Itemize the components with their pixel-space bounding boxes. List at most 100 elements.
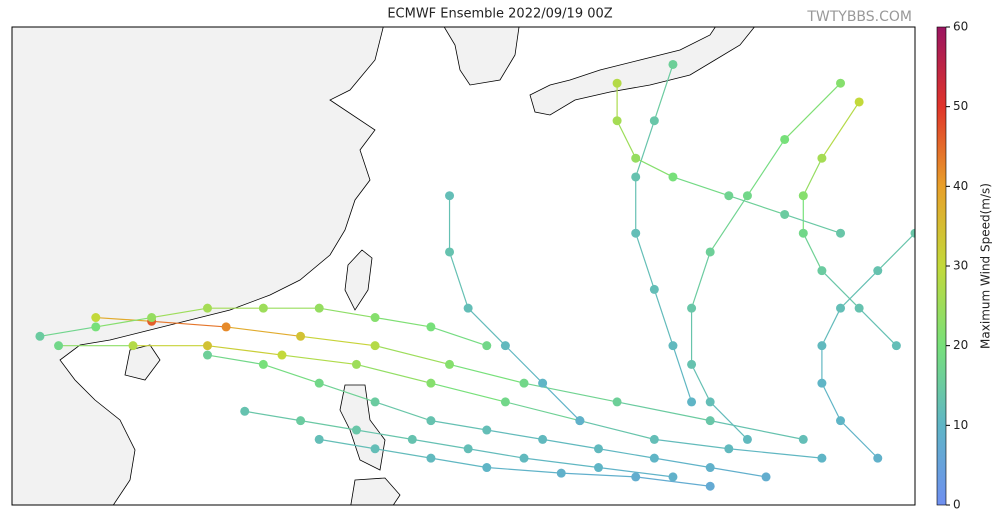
track-point	[724, 444, 734, 454]
track-point	[426, 322, 436, 332]
track-segment	[412, 438, 469, 450]
track-point	[519, 453, 529, 463]
track-point	[482, 341, 492, 351]
colorbar-tick-label: 20	[953, 338, 968, 352]
track-point	[668, 341, 678, 351]
track-segment	[467, 307, 506, 347]
track-segment	[672, 176, 730, 197]
track-point	[687, 359, 697, 369]
track-point	[445, 359, 455, 369]
track-point	[538, 378, 548, 388]
track-segment	[784, 82, 841, 140]
track-segment	[523, 457, 599, 469]
track-point	[761, 472, 771, 482]
track-segment	[300, 335, 376, 347]
track-point	[445, 247, 455, 257]
track-segment	[319, 438, 376, 450]
track-point	[687, 397, 697, 407]
track-segment	[486, 429, 543, 440]
track-point	[147, 313, 157, 323]
track-point	[500, 397, 510, 407]
colorbar	[936, 26, 947, 506]
track-segment	[374, 401, 432, 422]
track-segment	[709, 195, 748, 253]
track-point	[873, 266, 883, 276]
track-point	[91, 313, 101, 323]
track-point	[54, 341, 64, 351]
track-point	[836, 78, 846, 88]
track-point	[817, 341, 827, 351]
track-point	[296, 331, 306, 341]
track-segment	[430, 420, 487, 431]
track-point	[426, 378, 436, 388]
track-segment	[821, 307, 842, 346]
track-point	[351, 359, 361, 369]
colorbar-tick-label: 50	[953, 99, 968, 113]
track-point	[836, 416, 846, 426]
track-point	[798, 191, 808, 201]
track-point	[612, 397, 622, 407]
track-segment	[319, 307, 376, 319]
track-point	[854, 303, 864, 313]
track-segment	[784, 213, 841, 234]
track-segment	[858, 307, 897, 347]
colorbar-tick-label: 60	[953, 20, 968, 34]
track-segment	[654, 457, 711, 469]
track-point	[258, 359, 268, 369]
track-point	[445, 191, 455, 201]
asia-mainland	[12, 27, 384, 505]
track-segment	[449, 363, 525, 384]
track-point	[798, 434, 808, 444]
track-segment	[448, 251, 469, 309]
track-point	[463, 444, 473, 454]
track-segment	[802, 232, 823, 271]
track-segment	[207, 345, 283, 356]
track-point	[482, 425, 492, 435]
track-point	[314, 303, 324, 313]
track-segment	[226, 326, 301, 337]
chart-title: ECMWF Ensemble 2022/09/19 00Z	[387, 7, 612, 22]
track-segment	[504, 345, 544, 384]
track-point	[426, 453, 436, 463]
track-segment	[691, 251, 711, 309]
track-point	[370, 444, 380, 454]
track-point	[854, 97, 864, 107]
track-point	[202, 303, 212, 313]
track-point	[649, 284, 659, 294]
tracks	[35, 59, 915, 491]
track-point	[314, 434, 324, 444]
track-point	[556, 468, 566, 478]
track-point	[612, 116, 622, 126]
track-segment	[430, 326, 487, 347]
visayas	[350, 477, 401, 505]
track-segment	[654, 438, 729, 450]
track-segment	[374, 448, 432, 459]
track-point	[649, 453, 659, 463]
track-point	[798, 228, 808, 238]
track-segment	[374, 316, 432, 328]
track-point	[519, 378, 529, 388]
track-point	[817, 378, 827, 388]
track-point	[351, 425, 361, 435]
colorbar-label: Maximum Wind Speed(m/s)	[979, 183, 993, 349]
track-point	[221, 322, 231, 332]
track-point	[649, 116, 659, 126]
track-segment	[840, 270, 879, 309]
track-segment	[374, 345, 450, 365]
track-point	[668, 172, 678, 182]
track-point	[742, 191, 752, 201]
track-segment	[616, 401, 711, 422]
track-point	[240, 406, 250, 416]
track-segment	[300, 420, 357, 431]
track-segment	[263, 363, 320, 384]
track-segment	[710, 466, 767, 478]
track-point	[705, 247, 715, 257]
track-point	[668, 59, 678, 69]
track-segment	[840, 420, 879, 459]
track-segment	[635, 120, 655, 178]
colorbar-tick-label: 40	[953, 179, 968, 193]
track-segment	[356, 429, 413, 440]
track-segment	[207, 354, 264, 366]
track-segment	[319, 382, 376, 403]
track-point	[538, 434, 548, 444]
